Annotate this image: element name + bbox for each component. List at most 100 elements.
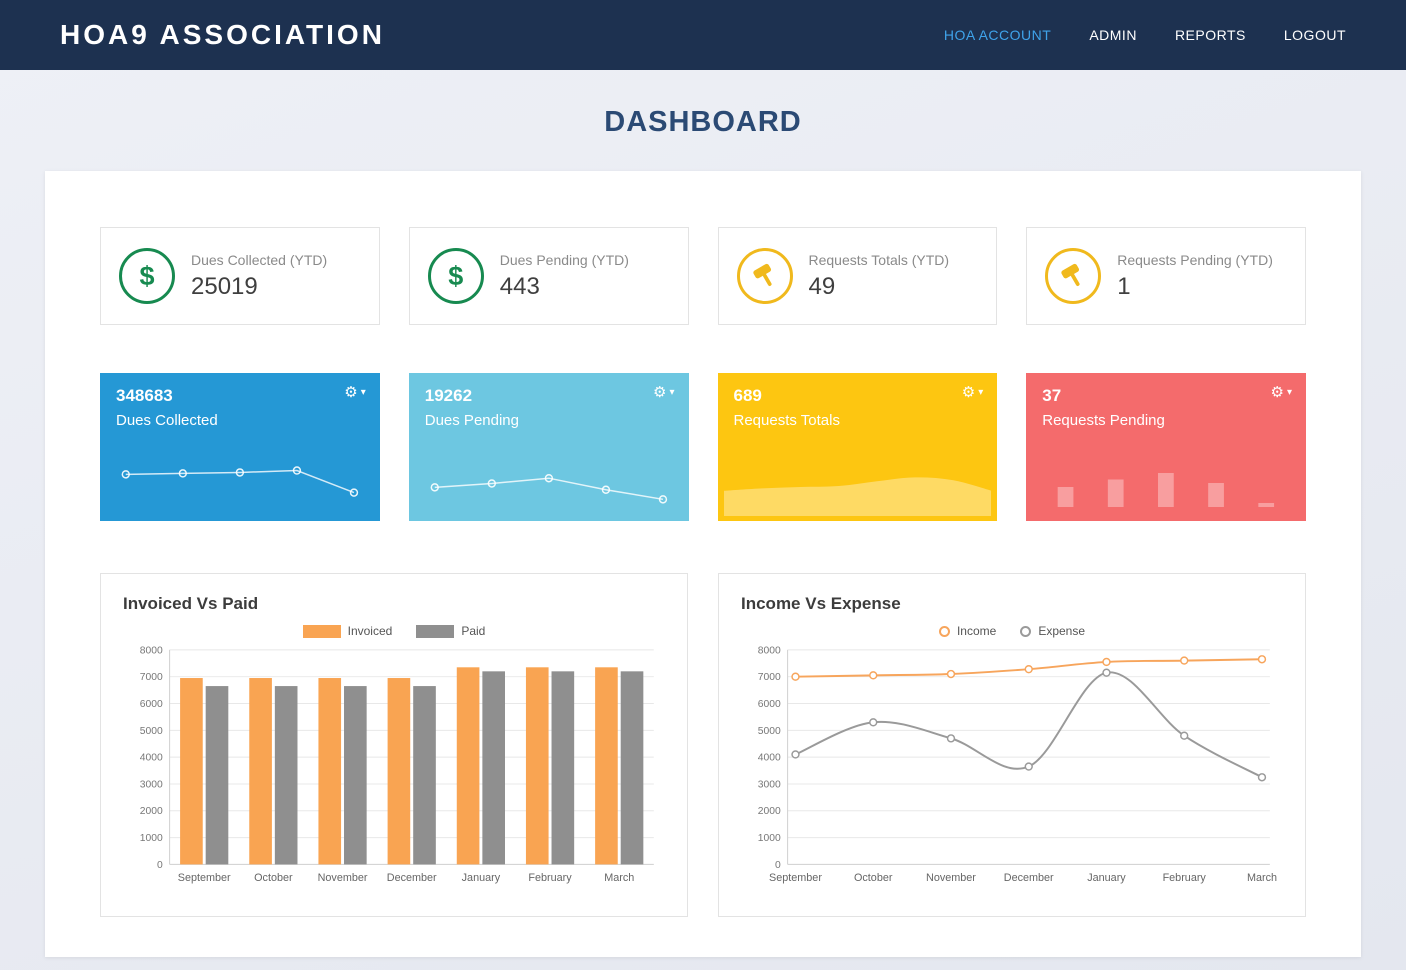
svg-text:October: October (254, 872, 293, 884)
gear-icon: ⚙ (1270, 384, 1284, 401)
sparkline-chart (1057, 473, 1275, 507)
hammer-icon (1045, 248, 1102, 304)
nav-link-logout[interactable]: LOGOUT (1283, 27, 1346, 43)
nav-link-admin[interactable]: ADMIN (1089, 27, 1137, 43)
panel-label: Requests Pending (1042, 412, 1165, 429)
summary-panel-dues-pending: 19262 Dues Pending ⚙ ▾ (408, 373, 689, 521)
svg-text:6000: 6000 (758, 699, 781, 710)
svg-text:5000: 5000 (758, 726, 781, 737)
svg-text:3000: 3000 (140, 779, 163, 790)
svg-text:1000: 1000 (758, 833, 781, 844)
chart-legend: Invoiced Paid (123, 624, 665, 638)
legend-swatch (302, 624, 341, 638)
legend-label: Expense (1038, 624, 1086, 638)
summary-panel-requests-totals: 689 Requests Totals ⚙ ▾ (717, 373, 998, 521)
gear-icon: ⚙ (961, 384, 976, 401)
caret-down-icon: ▾ (978, 386, 984, 398)
legend-label: Income (956, 624, 997, 638)
svg-text:February: February (1163, 872, 1207, 884)
chart-legend: Income Expense (741, 624, 1283, 638)
svg-text:3000: 3000 (758, 779, 781, 790)
summary-panel-dues-collected: 348683 Dues Collected ⚙ ▾ (100, 373, 380, 521)
panel-value: 348683 (116, 386, 173, 405)
stat-label: Requests Pending (YTD) (1117, 251, 1273, 268)
svg-text:4000: 4000 (140, 753, 163, 764)
svg-text:0: 0 (157, 860, 163, 871)
stat-text: Requests Pending (YTD) 1 (1117, 252, 1273, 301)
invoiced-vs-paid-bar-chart: 0 1000 2000 3000 4000 5000 6000 7000 8000 Septemb… (140, 645, 654, 884)
legend-item-paid[interactable]: Paid (416, 624, 485, 638)
sparkline-chart (430, 473, 667, 504)
stat-card-dues-pending: $ Dues Pending (YTD) 443 (408, 227, 689, 325)
navbar: HOA9 ASSOCIATION HOA ACCOUNT ADMIN REPOR… (0, 0, 1406, 70)
nav-link-hoa-account[interactable]: HOA ACCOUNT (943, 27, 1052, 43)
panel-value: 689 (733, 386, 762, 405)
svg-text:September: September (178, 872, 231, 884)
legend-label: Invoiced (347, 624, 393, 638)
dashboard-content: $ Dues Collected (YTD) 25019 $ Dues Pend… (45, 171, 1361, 957)
hammer-icon (736, 248, 793, 304)
svg-text:7000: 7000 (758, 672, 781, 683)
svg-text:December: December (387, 872, 437, 884)
invoiced-vs-paid-card: Invoiced Vs Paid Invoiced Paid 0 1000 2000… (100, 573, 688, 917)
panel-label: Dues Collected (116, 412, 218, 429)
legend-item-invoiced[interactable]: Invoiced (302, 624, 393, 638)
sparkline-chart (723, 477, 992, 516)
svg-text:March: March (604, 872, 634, 884)
stat-label: Requests Totals (YTD) (808, 251, 950, 268)
svg-text:2000: 2000 (140, 806, 163, 817)
legend-label: Paid (461, 624, 486, 638)
svg-text:1000: 1000 (140, 833, 163, 844)
svg-text:September: September (769, 872, 822, 884)
svg-text:7000: 7000 (140, 672, 163, 683)
stat-text: Requests Totals (YTD) 49 (809, 252, 950, 301)
stat-label: Dues Pending (YTD) (499, 251, 629, 268)
dollar-icon: $ (119, 248, 175, 304)
svg-text:March: March (1247, 872, 1277, 884)
panel-settings-button[interactable]: ⚙ ▾ (1271, 385, 1292, 400)
gear-icon: ⚙ (344, 384, 358, 401)
stat-cards-row: $ Dues Collected (YTD) 25019 $ Dues Pend… (100, 227, 1306, 325)
sparkline-chart (121, 466, 359, 497)
panel-value: 37 (1042, 386, 1062, 405)
legend-marker (938, 625, 950, 637)
brand-title: HOA9 ASSOCIATION (60, 19, 385, 50)
svg-text:February: February (528, 872, 572, 884)
svg-text:6000: 6000 (140, 699, 163, 710)
income-vs-expense-line-chart: 0 1000 2000 3000 4000 5000 6000 7000 8000 Septemb… (758, 645, 1277, 884)
stat-value: 25019 (191, 272, 258, 300)
stat-label: Dues Collected (YTD) (191, 251, 328, 268)
chart-title: Invoiced Vs Paid (123, 594, 259, 613)
legend-item-income[interactable]: Income (938, 624, 997, 638)
panel-label: Dues Pending (424, 412, 519, 429)
panel-settings-button[interactable]: ⚙ ▾ (653, 385, 674, 400)
panel-settings-button[interactable]: ⚙ ▾ (962, 385, 983, 400)
svg-text:January: January (462, 872, 501, 884)
svg-text:5000: 5000 (140, 726, 163, 737)
svg-text:November: November (926, 872, 976, 884)
income-vs-expense-card: Income Vs Expense Income Expense 0 1000 20… (718, 573, 1306, 917)
summary-panel-requests-pending: 37 Requests Pending ⚙ ▾ (1026, 373, 1306, 521)
dollar-icon: $ (427, 248, 484, 304)
svg-text:8000: 8000 (758, 645, 781, 656)
svg-text:December: December (1004, 872, 1054, 884)
panel-label: Requests Totals (733, 412, 840, 429)
svg-text:0: 0 (775, 860, 781, 871)
page-title: DASHBOARD (604, 106, 802, 138)
gear-icon: ⚙ (653, 384, 667, 401)
chart-title: Income Vs Expense (741, 594, 901, 613)
caret-down-icon: ▾ (669, 386, 675, 398)
legend-item-expense[interactable]: Expense (1020, 624, 1085, 638)
nav-link-reports[interactable]: REPORTS (1174, 27, 1246, 43)
stat-text: Dues Collected (YTD) 25019 (191, 252, 327, 301)
charts-row: Invoiced Vs Paid Invoiced Paid 0 1000 2000… (100, 573, 1306, 917)
caret-down-icon: ▾ (1286, 386, 1292, 398)
stat-value: 443 (499, 272, 540, 300)
panel-settings-button[interactable]: ⚙ ▾ (344, 385, 365, 400)
stat-card-requests-totals: Requests Totals (YTD) 49 (717, 227, 998, 325)
stat-text: Dues Pending (YTD) 443 (500, 252, 629, 301)
legend-marker (1020, 625, 1032, 637)
stat-value: 49 (808, 272, 836, 300)
stat-card-dues-collected: $ Dues Collected (YTD) 25019 (100, 227, 380, 325)
legend-swatch (416, 624, 455, 638)
